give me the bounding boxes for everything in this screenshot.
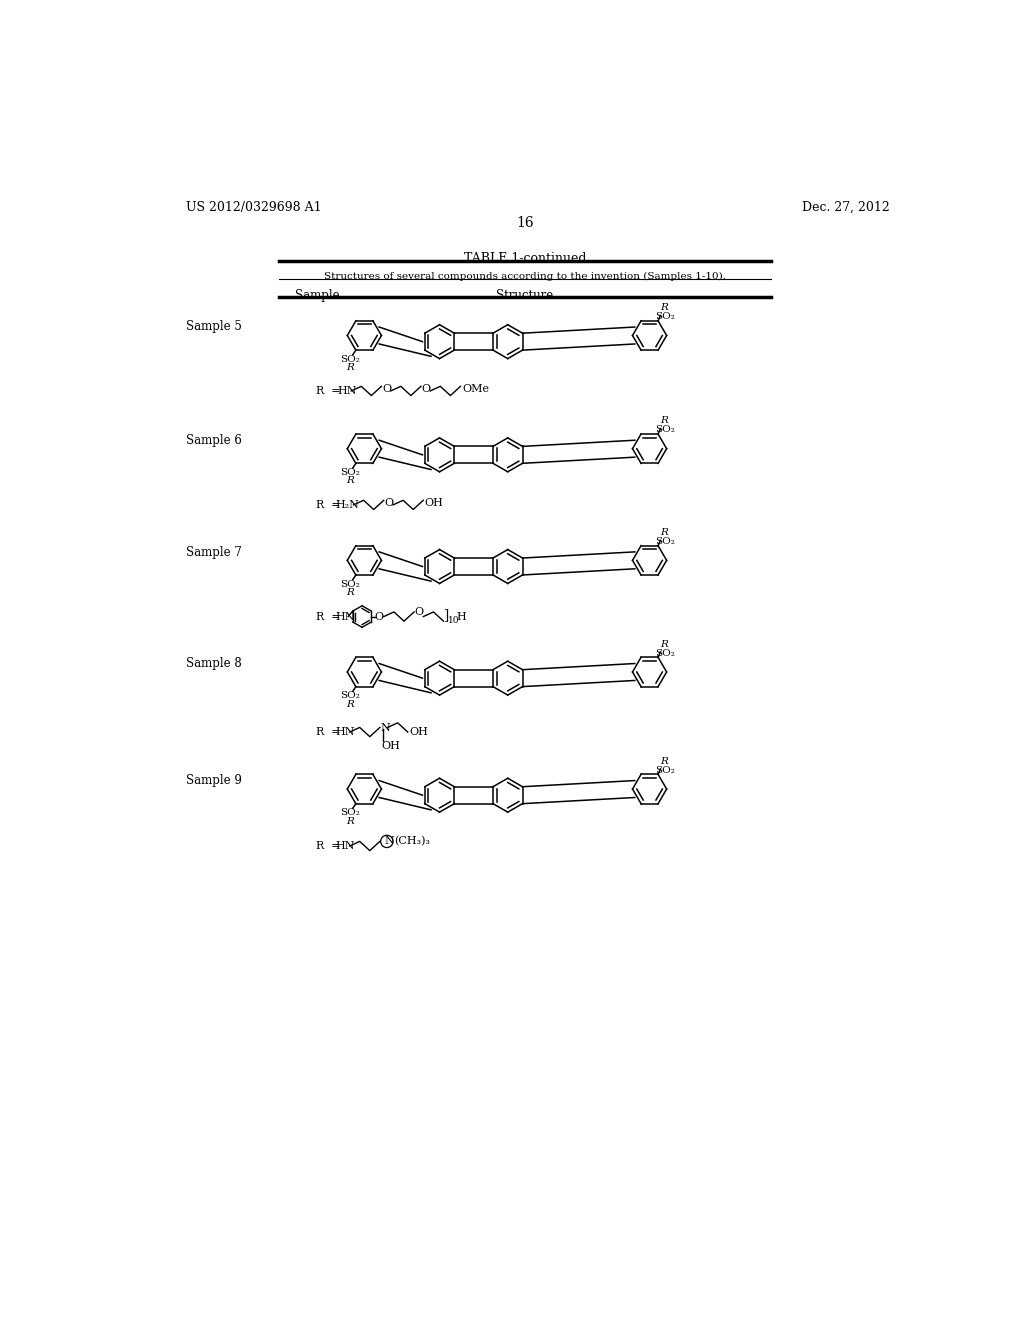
Text: Sample 6: Sample 6 — [186, 434, 242, 447]
Text: R: R — [660, 304, 669, 312]
Text: SO₂: SO₂ — [340, 355, 360, 364]
Text: TABLE 1-continued: TABLE 1-continued — [464, 252, 586, 265]
Text: Sample 9: Sample 9 — [186, 775, 242, 788]
Text: O: O — [382, 384, 391, 395]
Text: Sample 7: Sample 7 — [186, 545, 242, 558]
Text: SO₂: SO₂ — [655, 766, 675, 775]
Text: R: R — [346, 587, 354, 597]
Text: SO₂: SO₂ — [340, 579, 360, 589]
Text: R: R — [346, 477, 354, 486]
Text: Sample 5: Sample 5 — [186, 321, 242, 333]
Text: R: R — [346, 700, 354, 709]
Text: SO₂: SO₂ — [340, 808, 360, 817]
Text: H₂N: H₂N — [336, 500, 359, 510]
Text: Dec. 27, 2012: Dec. 27, 2012 — [802, 201, 890, 214]
Text: SO₂: SO₂ — [340, 692, 360, 701]
Text: R  =: R = — [315, 500, 340, 510]
Text: Sample: Sample — [295, 289, 339, 302]
Text: R  =: R = — [315, 611, 340, 622]
Text: O: O — [385, 499, 393, 508]
Text: OH: OH — [425, 499, 443, 508]
Text: O: O — [422, 384, 431, 395]
Text: R: R — [346, 817, 354, 826]
Text: SO₂: SO₂ — [655, 537, 675, 546]
Text: O: O — [375, 611, 384, 622]
Text: O: O — [415, 607, 424, 616]
Text: 10: 10 — [449, 616, 460, 626]
Text: SO₂: SO₂ — [340, 469, 360, 477]
Text: SO₂: SO₂ — [655, 648, 675, 657]
Text: 16: 16 — [516, 216, 534, 230]
Text: OMe: OMe — [462, 384, 489, 395]
Text: R  =: R = — [315, 727, 340, 737]
Text: OH: OH — [381, 741, 400, 751]
Text: HN: HN — [337, 385, 356, 396]
Text: R  =: R = — [315, 841, 340, 851]
Text: HN: HN — [336, 841, 355, 851]
Text: Structure: Structure — [497, 289, 553, 302]
Text: US 2012/0329698 A1: US 2012/0329698 A1 — [186, 201, 322, 214]
Text: SO₂: SO₂ — [655, 313, 675, 321]
Text: Structures of several compounds according to the invention (Samples 1-10).: Structures of several compounds accordin… — [324, 272, 726, 281]
Text: R: R — [660, 416, 669, 425]
Text: ]: ] — [444, 609, 450, 622]
Text: Sample 8: Sample 8 — [186, 657, 242, 671]
Text: R: R — [660, 639, 669, 648]
Text: HN: HN — [336, 611, 355, 622]
Text: H: H — [457, 611, 467, 622]
Text: HN: HN — [336, 727, 355, 737]
Text: N: N — [385, 837, 394, 846]
Text: N: N — [381, 722, 390, 733]
Text: R: R — [660, 756, 669, 766]
Text: SO₂: SO₂ — [655, 425, 675, 434]
Text: R  =: R = — [315, 385, 340, 396]
Text: OH: OH — [410, 727, 428, 737]
Text: R: R — [346, 363, 354, 372]
Text: (CH₃)₃: (CH₃)₃ — [394, 836, 431, 846]
Text: R: R — [660, 528, 669, 537]
